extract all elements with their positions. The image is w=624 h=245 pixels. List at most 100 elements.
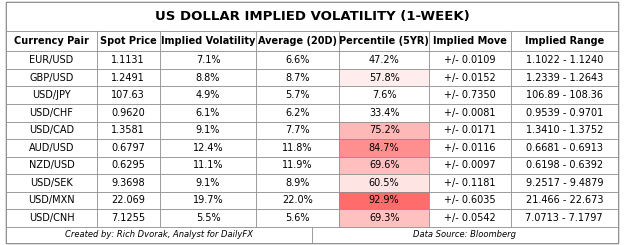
Text: +/- 0.7350: +/- 0.7350 <box>444 90 496 100</box>
Text: +/- 0.0152: +/- 0.0152 <box>444 73 496 83</box>
Bar <box>429 104 510 122</box>
Bar <box>6 31 97 51</box>
Text: 106.89 - 108.36: 106.89 - 108.36 <box>526 90 603 100</box>
Bar <box>6 2 618 31</box>
Text: USD/JPY: USD/JPY <box>32 90 71 100</box>
Bar <box>312 227 618 243</box>
Bar <box>256 139 339 157</box>
Bar <box>160 209 256 227</box>
Text: 1.1022 - 1.1240: 1.1022 - 1.1240 <box>525 55 603 65</box>
Text: +/- 0.0171: +/- 0.0171 <box>444 125 496 135</box>
Bar <box>429 69 510 86</box>
Bar <box>510 51 618 69</box>
Text: Implied Move: Implied Move <box>433 36 507 46</box>
Text: USD/CNH: USD/CNH <box>29 213 74 223</box>
Text: Implied Range: Implied Range <box>525 36 604 46</box>
Text: 0.6681 - 0.6913: 0.6681 - 0.6913 <box>526 143 603 153</box>
Bar <box>339 104 429 122</box>
Bar <box>339 51 429 69</box>
Bar <box>97 157 160 174</box>
Text: 7.7%: 7.7% <box>285 125 310 135</box>
Text: GBP/USD: GBP/USD <box>29 73 74 83</box>
Bar <box>160 104 256 122</box>
Bar <box>510 139 618 157</box>
Bar <box>510 174 618 192</box>
Bar <box>256 174 339 192</box>
Text: Spot Price: Spot Price <box>100 36 157 46</box>
Text: 7.0713 - 7.1797: 7.0713 - 7.1797 <box>525 213 603 223</box>
Bar <box>256 31 339 51</box>
Text: Average (20D): Average (20D) <box>258 36 337 46</box>
Bar <box>339 139 429 157</box>
Bar <box>97 104 160 122</box>
Bar <box>256 157 339 174</box>
Bar <box>339 157 429 174</box>
Text: +/- 0.1181: +/- 0.1181 <box>444 178 496 188</box>
Text: USD/CAD: USD/CAD <box>29 125 74 135</box>
Text: +/- 0.0109: +/- 0.0109 <box>444 55 496 65</box>
Text: 84.7%: 84.7% <box>369 143 399 153</box>
Text: 22.069: 22.069 <box>111 195 145 205</box>
Text: 1.2491: 1.2491 <box>111 73 145 83</box>
Text: USD/SEK: USD/SEK <box>30 178 73 188</box>
Bar <box>160 157 256 174</box>
Bar <box>429 209 510 227</box>
Text: 11.8%: 11.8% <box>283 143 313 153</box>
Bar <box>256 51 339 69</box>
Text: 21.466 - 22.673: 21.466 - 22.673 <box>525 195 603 205</box>
Bar <box>160 174 256 192</box>
Text: 9.1%: 9.1% <box>196 178 220 188</box>
Bar <box>429 192 510 209</box>
Text: 7.1255: 7.1255 <box>111 213 145 223</box>
Bar <box>6 227 312 243</box>
Bar <box>429 31 510 51</box>
Bar <box>97 174 160 192</box>
Bar <box>97 122 160 139</box>
Text: 0.9620: 0.9620 <box>111 108 145 118</box>
Bar <box>6 192 97 209</box>
Text: 22.0%: 22.0% <box>282 195 313 205</box>
Text: +/- 0.0542: +/- 0.0542 <box>444 213 496 223</box>
Bar <box>339 122 429 139</box>
Bar <box>6 157 97 174</box>
Text: Data Source: Bloomberg: Data Source: Bloomberg <box>413 230 517 239</box>
Text: 75.2%: 75.2% <box>369 125 399 135</box>
Bar <box>160 86 256 104</box>
Text: 60.5%: 60.5% <box>369 178 399 188</box>
Bar <box>510 69 618 86</box>
Text: 7.1%: 7.1% <box>196 55 220 65</box>
Bar <box>97 86 160 104</box>
Bar <box>160 122 256 139</box>
Text: Implied Volatility: Implied Volatility <box>161 36 255 46</box>
Text: AUD/USD: AUD/USD <box>29 143 74 153</box>
Bar <box>510 209 618 227</box>
Bar <box>160 139 256 157</box>
Bar <box>97 69 160 86</box>
Text: 6.1%: 6.1% <box>196 108 220 118</box>
Text: 12.4%: 12.4% <box>193 143 223 153</box>
Bar <box>510 31 618 51</box>
Bar <box>6 51 97 69</box>
Text: USD/MXN: USD/MXN <box>28 195 75 205</box>
Text: 107.63: 107.63 <box>111 90 145 100</box>
Text: 11.9%: 11.9% <box>283 160 313 170</box>
Bar <box>256 86 339 104</box>
Bar <box>510 157 618 174</box>
Text: +/- 0.0116: +/- 0.0116 <box>444 143 496 153</box>
Text: 8.7%: 8.7% <box>285 73 310 83</box>
Text: +/- 0.6035: +/- 0.6035 <box>444 195 496 205</box>
Bar <box>6 139 97 157</box>
Bar <box>256 192 339 209</box>
Bar <box>6 69 97 86</box>
Text: 6.6%: 6.6% <box>285 55 310 65</box>
Bar <box>429 174 510 192</box>
Text: +/- 0.0097: +/- 0.0097 <box>444 160 496 170</box>
Bar <box>160 192 256 209</box>
Bar <box>339 31 429 51</box>
Bar <box>256 209 339 227</box>
Bar <box>339 174 429 192</box>
Bar <box>339 209 429 227</box>
Bar <box>429 51 510 69</box>
Bar <box>160 51 256 69</box>
Text: 47.2%: 47.2% <box>369 55 399 65</box>
